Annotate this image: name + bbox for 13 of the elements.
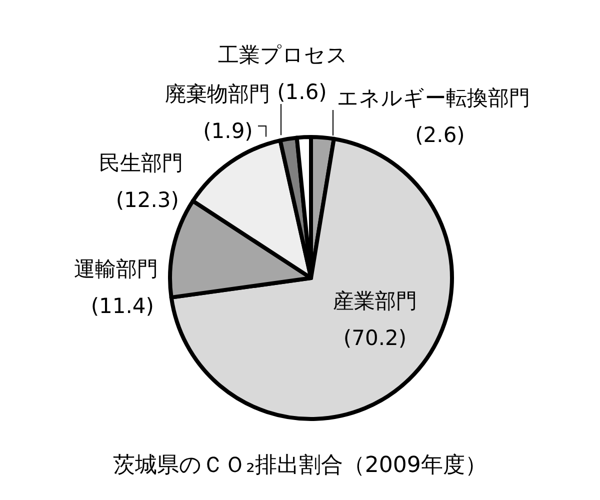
- slice-label: 民生部門: [99, 151, 183, 175]
- data-label: (1.9): [203, 119, 253, 143]
- slice-label: 廃棄物部門: [165, 82, 270, 106]
- data-label: (70.2): [343, 326, 407, 350]
- slice-label: 産業部門: [333, 289, 417, 313]
- slice-label: エネルギー転換部門: [337, 86, 530, 110]
- data-label: (1.6): [277, 80, 327, 104]
- slice-label: 運輸部門: [74, 257, 158, 281]
- text: 茨城県のＣＯ₂排出割合（2009年度）: [113, 453, 487, 478]
- slice-label: 工業プロセス: [218, 43, 348, 67]
- data-label: (11.4): [90, 294, 154, 318]
- data-label: (12.3): [116, 188, 179, 212]
- data-label: (2.6): [415, 123, 465, 147]
